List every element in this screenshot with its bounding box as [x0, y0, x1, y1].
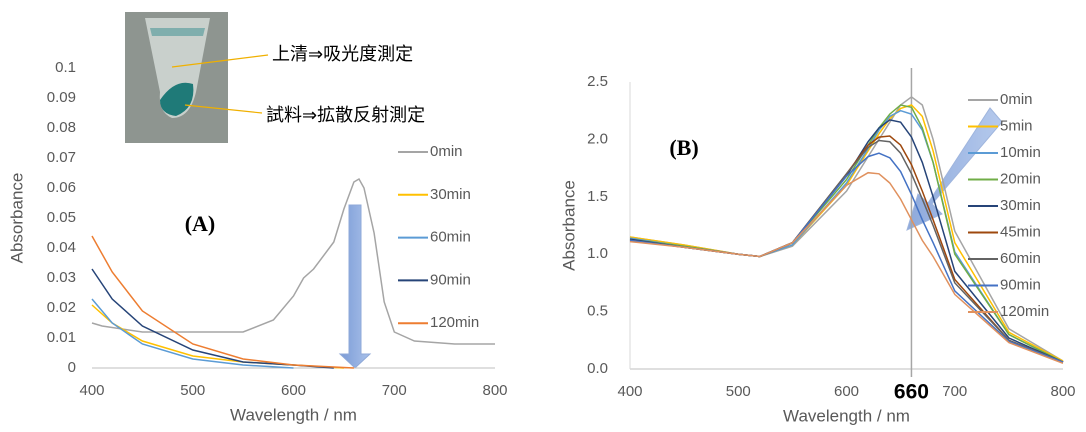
legend-label: 90min	[430, 271, 471, 288]
y-tick-label: 0.0	[587, 360, 608, 377]
legend-label: 0min	[430, 143, 463, 160]
series-line	[629, 139, 1064, 363]
y-tick-label: 0.02	[47, 299, 76, 316]
y-tick-label: 0.08	[47, 119, 76, 136]
y-tick-label: 0.03	[47, 269, 76, 286]
x-tick-label: 700	[942, 383, 967, 400]
legend-label: 20min	[1000, 170, 1041, 187]
series-line	[91, 177, 495, 345]
legend-label: 0min	[1000, 91, 1033, 108]
annotation: 試料⇒拡散反射測定	[266, 105, 425, 126]
reference-label: 660	[894, 381, 929, 404]
series-line	[91, 235, 354, 369]
y-tick-label: 2.5	[587, 73, 608, 90]
x-axis-title: Wavelength / nm	[783, 406, 910, 425]
x-tick-label: 700	[382, 382, 407, 399]
y-tick-label: 0.06	[47, 179, 76, 196]
x-tick-label: 600	[834, 383, 859, 400]
y-tick-label: 2.0	[587, 130, 608, 147]
y-tick-label: 0.5	[587, 303, 608, 320]
pointer	[184, 104, 263, 114]
y-tick-label: 1.5	[587, 188, 608, 205]
panel-label: (B)	[669, 135, 698, 160]
panel: 0 0.01 0.02 0.03 0.04 0.05 0.06 0.07 0.08 0.09 0.1…	[7, 59, 507, 425]
inset-photo	[125, 12, 228, 143]
y-axis-title: Absorbance	[559, 180, 578, 271]
x-tick-label: 500	[726, 383, 751, 400]
legend-label: 60min	[1000, 250, 1041, 267]
legend-label: 120min	[1000, 303, 1049, 320]
legend-label: 30min	[1000, 197, 1041, 214]
series-line	[91, 268, 334, 369]
x-axis-title: Wavelength / nm	[230, 405, 357, 424]
y-tick-label: 0.04	[47, 239, 76, 256]
legend-label: 5min	[1000, 117, 1033, 134]
y-tick-label: 0.09	[47, 89, 76, 106]
panel: 0.0 0.5 1.0 1.5 2.0 2.5 400 500 600 700 800 Wavelen…	[559, 68, 1076, 425]
series-line	[91, 298, 294, 369]
x-tick-label: 500	[180, 382, 205, 399]
annotation: 上清⇒吸光度測定	[272, 44, 413, 65]
legend-label: 60min	[430, 229, 471, 246]
legend-label: 120min	[430, 314, 479, 331]
legend-label: 45min	[1000, 223, 1041, 240]
y-tick-label: 0.01	[47, 329, 76, 346]
x-tick-label: 800	[1050, 383, 1075, 400]
legend-label: 10min	[1000, 144, 1041, 161]
y-tick-label: 0	[68, 359, 76, 376]
x-tick-label: 800	[482, 382, 507, 399]
legend-label: 30min	[430, 186, 471, 203]
trend-arrow	[338, 204, 372, 369]
x-tick-label: 400	[79, 382, 104, 399]
y-tick-label: 1.0	[587, 245, 608, 262]
y-axis-title: Absorbance	[7, 173, 26, 264]
y-tick-label: 0.05	[47, 209, 76, 226]
panel-label: (A)	[185, 211, 216, 236]
legend-label: 90min	[1000, 276, 1041, 293]
y-tick-label: 0.1	[55, 59, 76, 76]
x-tick-label: 600	[281, 382, 306, 399]
y-tick-label: 0.07	[47, 149, 76, 166]
x-tick-label: 400	[617, 383, 642, 400]
pointer	[171, 54, 269, 68]
series-line	[629, 171, 1064, 365]
